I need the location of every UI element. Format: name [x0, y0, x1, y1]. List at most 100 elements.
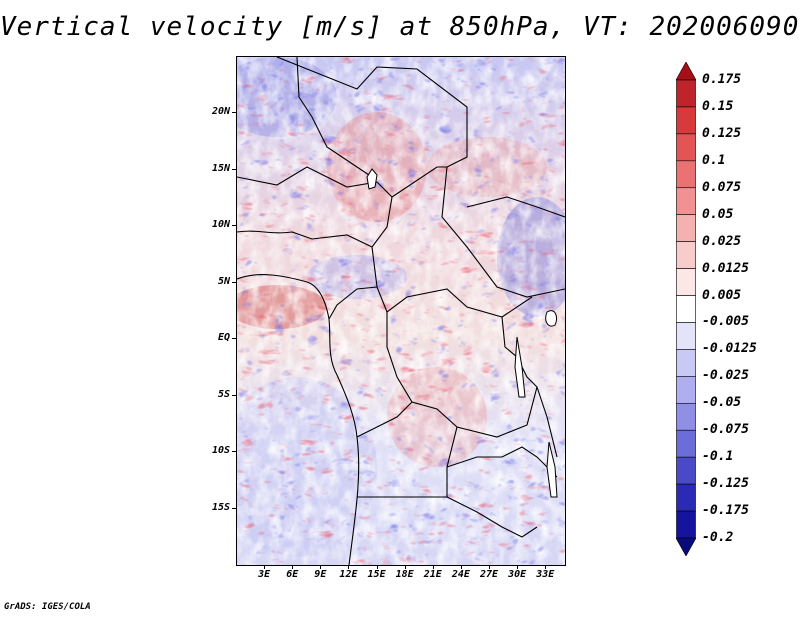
colorbar-segment	[676, 510, 696, 539]
latitude-tick	[232, 394, 236, 396]
longitude-tick	[545, 565, 547, 569]
border-libya-egypt-sudan	[276, 57, 565, 298]
longitude-tick	[432, 565, 434, 569]
atlantic-coastline	[237, 274, 360, 565]
latitude-label: EQ	[217, 332, 230, 344]
latitude-tick	[232, 507, 236, 509]
latitude-label: 5N	[217, 275, 230, 287]
longitude-tick	[292, 565, 294, 569]
lake-malawi	[546, 441, 558, 498]
longitude-tick	[517, 565, 519, 569]
colorbar-level-label: 0.1	[702, 152, 726, 168]
colorbar-segment	[676, 268, 696, 296]
border-cameroon	[328, 286, 378, 320]
border-sudan-ethiopia	[466, 196, 565, 218]
longitude-label: 3E	[258, 569, 271, 580]
colorbar-level-label: -0.075	[702, 422, 749, 438]
colorbar	[676, 62, 696, 556]
latitude-label: 15N	[211, 162, 230, 174]
longitude-tick	[489, 565, 491, 569]
longitude-tick	[404, 565, 406, 569]
colorbar-segment	[676, 241, 696, 269]
colorbar-level-label: 0.125	[702, 125, 742, 141]
longitude-label: 12E	[339, 569, 358, 580]
longitude-label: 6E	[286, 569, 299, 580]
latitude-tick	[232, 281, 236, 283]
colorbar-level-label: 0.005	[702, 287, 742, 303]
velocity-field-map	[237, 57, 565, 565]
colorbar-segment	[676, 133, 696, 162]
border-east	[501, 316, 558, 458]
colorbar-level-label: 0.175	[702, 72, 742, 87]
border-niger-chad-west	[371, 181, 393, 248]
longitude-label: 21E	[423, 569, 442, 580]
border-zambia	[446, 446, 558, 478]
border-angola-zambia	[357, 426, 458, 498]
map-plot-area	[236, 56, 566, 566]
grads-credit: GrADS: IGES/COLA	[4, 602, 91, 612]
colorbar-segment	[676, 106, 696, 135]
colorbar-segment	[676, 483, 696, 512]
colorbar-level-label: 0.0125	[702, 260, 749, 276]
colorbar-level-label: -0.175	[702, 503, 749, 519]
longitude-tick	[320, 565, 322, 569]
longitude-tick	[264, 565, 266, 569]
longitude-label: 27E	[479, 569, 499, 580]
chart-title: Vertical velocity [m/s] at 850hPa, VT: 2…	[0, 12, 800, 42]
colorbar-segment	[676, 160, 696, 189]
longitude-tick	[376, 565, 378, 569]
colorbar-level-label: 0.05	[702, 206, 734, 222]
lake-victoria	[545, 310, 558, 327]
longitude-label: 24E	[451, 569, 470, 580]
colorbar-segment	[676, 295, 696, 323]
colorbar-segment	[676, 79, 696, 108]
latitude-label: 5S	[217, 388, 230, 400]
colorbar-level-label: -0.0125	[702, 341, 757, 357]
longitude-label: 9E	[314, 569, 327, 580]
latitude-label: 20N	[211, 106, 230, 118]
colorbar-level-label: 0.025	[702, 233, 742, 249]
border-drc	[386, 312, 538, 438]
colorbar-segment	[676, 402, 696, 431]
border-zimbabwe	[446, 496, 538, 538]
latitude-label: 15S	[211, 501, 230, 513]
colorbar-bottom-arrow	[676, 537, 696, 556]
lakes	[366, 168, 558, 498]
longitude-tick	[348, 565, 350, 569]
latitude-label: 10S	[211, 445, 230, 457]
latitude-tick	[232, 225, 236, 227]
latitude-label: 10N	[211, 219, 230, 231]
colorbar-level-label: -0.1	[702, 449, 734, 465]
colorbar-level-label: -0.005	[702, 314, 749, 330]
colorbar-segment	[676, 429, 696, 458]
longitude-label: 30E	[508, 569, 527, 580]
longitude-tick	[460, 565, 462, 569]
colorbar-segment	[676, 456, 696, 485]
country-borders	[237, 57, 565, 565]
latitude-tick	[232, 112, 236, 114]
colorbar-segment	[676, 214, 696, 242]
colorbar-top-arrow	[676, 62, 696, 81]
border-car	[371, 246, 533, 318]
border-angola-north	[356, 401, 413, 438]
lake-tanganyika	[514, 336, 526, 398]
colorbar-segment	[676, 349, 696, 377]
lake-chad	[366, 168, 378, 190]
longitude-label: 33E	[536, 569, 555, 580]
border-burkina-nigeria	[237, 230, 373, 248]
border-chad-north	[391, 166, 447, 198]
border-mali-niger	[237, 166, 378, 188]
colorbar-segment	[676, 322, 696, 350]
latitude-tick	[232, 338, 236, 340]
colorbar-segment	[676, 187, 696, 216]
colorbar-segment	[676, 376, 696, 404]
colorbar-level-label: -0.2	[702, 530, 734, 545]
latitude-tick	[232, 168, 236, 170]
border-algeria	[296, 57, 373, 178]
colorbar-level-label: 0.15	[702, 98, 734, 114]
colorbar-level-label: -0.025	[702, 368, 749, 384]
field-texture-blue	[237, 57, 565, 565]
longitude-label: 15E	[367, 569, 386, 580]
latitude-tick	[232, 451, 236, 453]
colorbar-level-label: 0.075	[702, 179, 742, 195]
